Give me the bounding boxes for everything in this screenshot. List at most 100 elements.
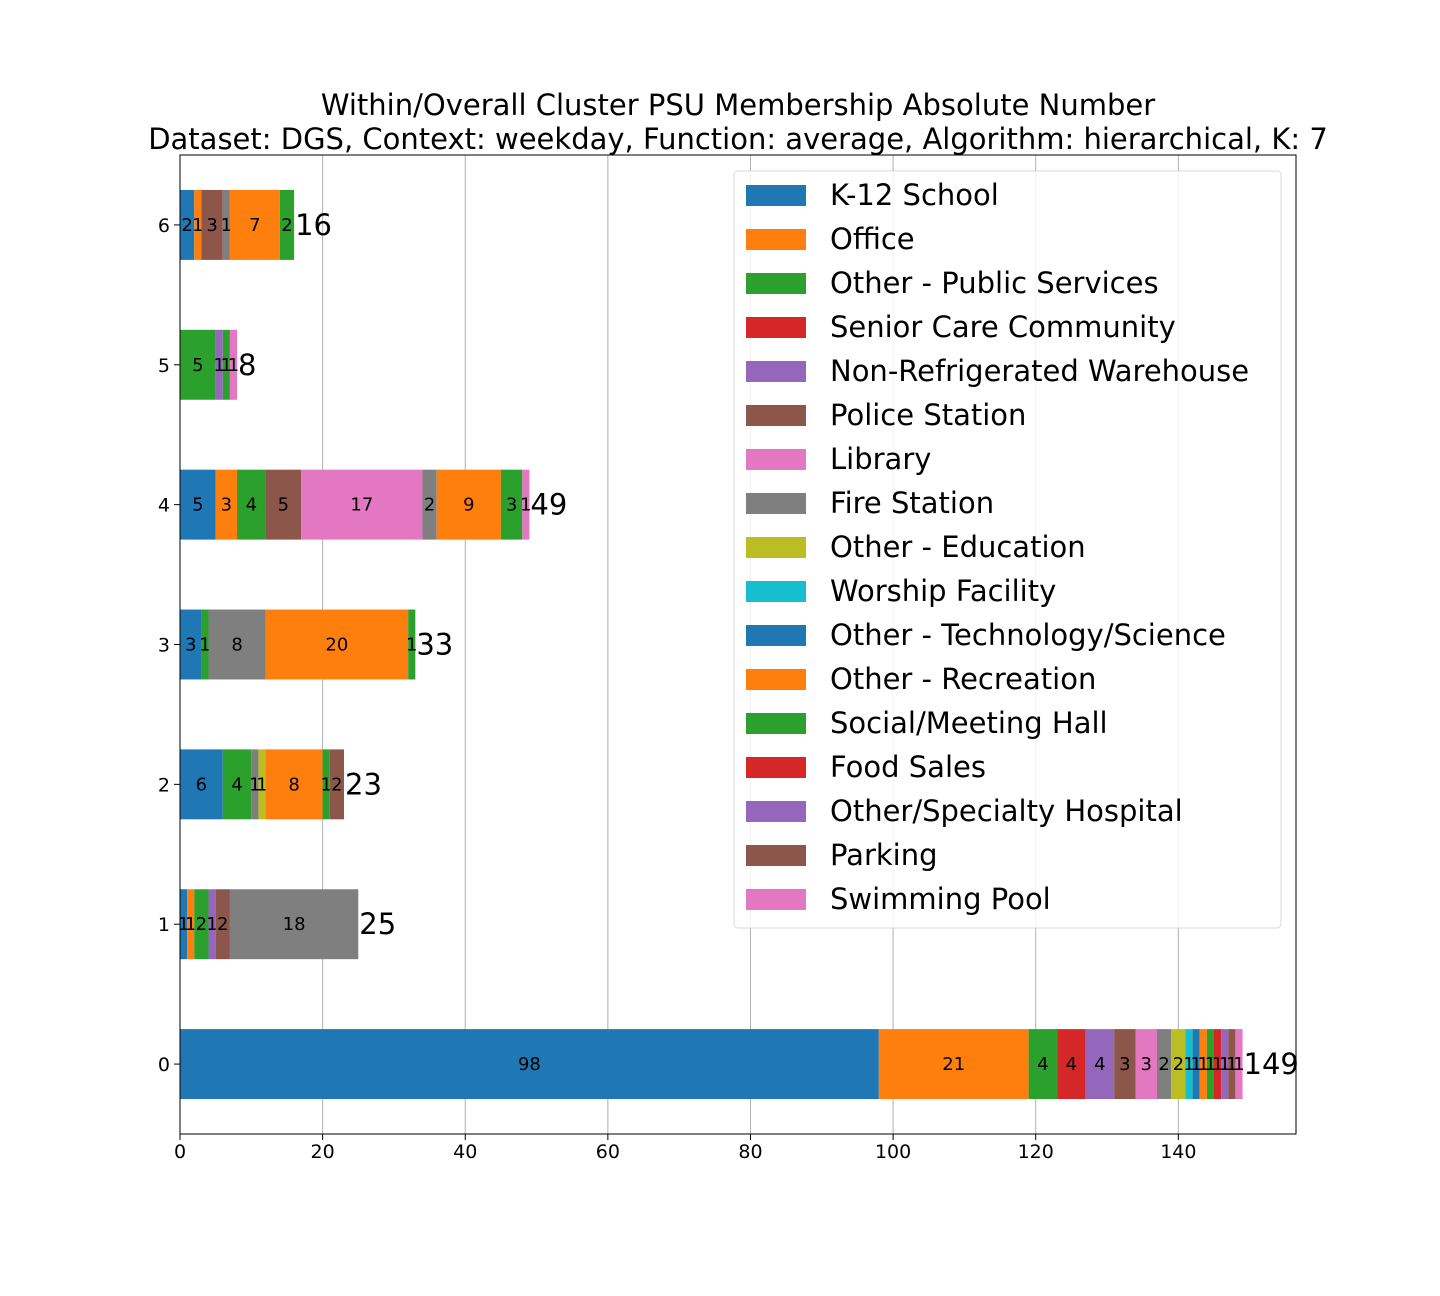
data-label: 8	[288, 774, 299, 795]
bar-segment	[194, 889, 209, 960]
data-label: 1	[221, 215, 232, 236]
data-label: 1	[249, 774, 260, 795]
bar-segment	[265, 609, 409, 680]
bar-segment	[322, 749, 330, 820]
data-label: 2	[196, 914, 207, 935]
legend-label: K-12 School	[830, 178, 999, 212]
bar-segment	[258, 749, 266, 820]
x-tick-label: 120	[1018, 1141, 1054, 1163]
legend-label: Office	[830, 222, 915, 256]
data-label: 3	[1141, 1054, 1152, 1075]
data-label: 1	[199, 635, 210, 656]
data-label: 1	[406, 635, 417, 656]
bar-segment	[1221, 1029, 1229, 1100]
x-tick-label: 20	[311, 1141, 335, 1163]
legend-label: Fire Station	[830, 486, 994, 520]
legend-swatch	[746, 317, 806, 338]
bar-segment	[215, 889, 230, 960]
bar-segment	[229, 329, 238, 400]
legend-swatch	[746, 625, 806, 646]
data-label: 1	[213, 355, 224, 376]
bar-segment	[878, 1029, 1029, 1100]
legend-label: Senior Care Community	[830, 310, 1176, 344]
bar-segment	[215, 329, 223, 400]
data-label: 2	[181, 215, 192, 236]
bar-segment	[215, 469, 238, 540]
legend-swatch	[746, 185, 806, 206]
bar-segment	[1057, 1029, 1086, 1100]
data-label: 8	[231, 635, 242, 656]
data-label: 4	[231, 774, 242, 795]
plot-frame	[179, 154, 1297, 1135]
data-label: 1	[256, 774, 267, 795]
bar-segment	[222, 189, 230, 260]
bar-total-label: 33	[416, 628, 453, 662]
data-label: 4	[1094, 1054, 1105, 1075]
bar-segment	[500, 469, 523, 540]
chart-subtitle: Dataset: DGS, Context: weekday, Function…	[148, 122, 1328, 156]
x-tick-label: 0	[174, 1141, 186, 1163]
bar-segment	[229, 889, 359, 960]
bar-total-label: 25	[359, 907, 396, 941]
data-label: 1	[178, 914, 189, 935]
bar-segment	[180, 1029, 879, 1100]
data-label: 1	[1190, 1054, 1201, 1075]
bar-segment	[1156, 1029, 1172, 1100]
legend-label: Food Sales	[830, 750, 986, 784]
bar-segment	[1235, 1029, 1243, 1100]
bar-segment	[301, 469, 423, 540]
legend-swatch	[746, 757, 806, 778]
bar-segment	[279, 189, 295, 260]
bar-total-label: 8	[238, 348, 256, 382]
bar-segment	[237, 469, 266, 540]
data-label: 98	[518, 1054, 541, 1075]
data-label: 21	[942, 1054, 965, 1075]
bar-segment	[1085, 1029, 1115, 1100]
data-label: 1	[221, 355, 232, 376]
bar-segment	[408, 609, 416, 680]
data-label: 1	[1226, 1054, 1237, 1075]
legend-label: Police Station	[830, 398, 1026, 432]
bar-segment	[1171, 1029, 1186, 1100]
bar-segment	[265, 749, 323, 820]
data-label: 1	[1219, 1054, 1230, 1075]
data-label: 2	[1173, 1054, 1184, 1075]
bar-segment	[180, 469, 216, 540]
y-tick-label: 3	[158, 635, 170, 657]
bar-segment	[1028, 1029, 1058, 1100]
bar-segment	[1206, 1029, 1214, 1100]
bar-segment	[1114, 1029, 1136, 1100]
legend-swatch	[746, 493, 806, 514]
data-label: 3	[506, 495, 517, 516]
bar-segment	[329, 749, 345, 820]
data-label: 3	[185, 635, 196, 656]
data-label: 1	[206, 914, 217, 935]
data-label: 5	[192, 495, 203, 516]
bar-segment	[1135, 1029, 1157, 1100]
data-label: 20	[325, 635, 348, 656]
data-label: 1	[1212, 1054, 1223, 1075]
legend-swatch	[746, 229, 806, 250]
bar-total-label: 23	[345, 767, 382, 801]
legend-label: Library	[830, 442, 931, 476]
bar-total-label: 149	[1244, 1047, 1299, 1081]
bar-segment	[222, 749, 252, 820]
data-label: 4	[246, 495, 257, 516]
legend-swatch	[746, 537, 806, 558]
bar-segment	[522, 469, 530, 540]
bar-segment	[436, 469, 501, 540]
legend-swatch	[746, 889, 806, 910]
legend-swatch	[746, 801, 806, 822]
legend-label: Worship Facility	[830, 574, 1056, 608]
data-label: 1	[228, 355, 239, 376]
legend-label: Social/Meeting Hall	[830, 706, 1108, 740]
bar-segment	[201, 609, 209, 680]
y-tick-label: 6	[158, 215, 170, 237]
legend-label: Other - Education	[830, 530, 1086, 564]
x-tick-label: 40	[453, 1141, 477, 1163]
y-tick-label: 1	[158, 914, 170, 936]
bar-segment	[1199, 1029, 1207, 1100]
legend-label: Parking	[830, 838, 938, 872]
bar-segment	[180, 189, 195, 260]
